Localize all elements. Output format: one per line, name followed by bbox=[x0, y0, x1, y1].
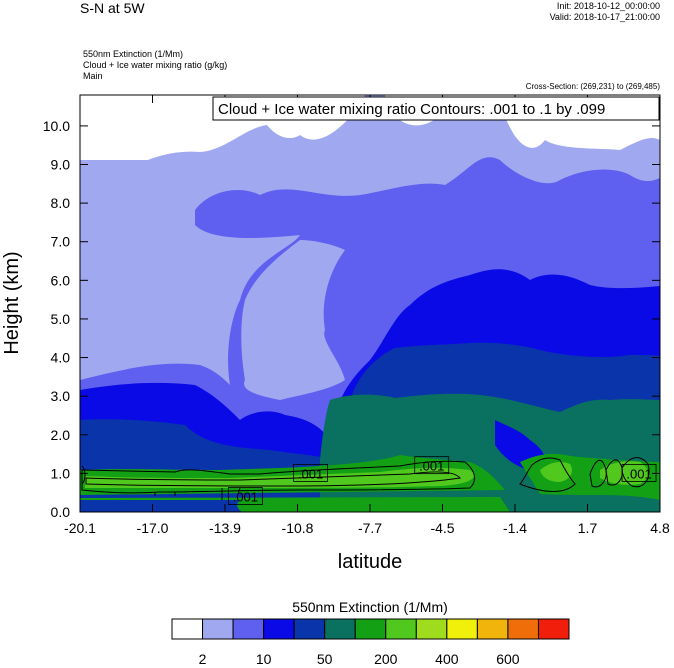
colorbar-swatch-2 bbox=[232, 618, 265, 640]
contour-label-text: .001 bbox=[626, 466, 651, 481]
x-tick-label: -7.7 bbox=[358, 520, 382, 536]
colorbar-swatch-8 bbox=[415, 618, 448, 640]
contour-line-3 bbox=[221, 487, 241, 500]
colorbar-swatch-7 bbox=[385, 618, 417, 640]
y-tick-label: 4.0 bbox=[51, 350, 71, 366]
y-tick-label: 7.0 bbox=[51, 234, 71, 250]
contour-label-text: .001 bbox=[419, 459, 444, 474]
colorbar-swatch-0 bbox=[171, 618, 204, 640]
contour-info-box: Cloud + Ice water mixing ratio Contours:… bbox=[212, 96, 660, 121]
contour-label-box bbox=[293, 463, 329, 482]
colorbar-swatch-12 bbox=[537, 618, 570, 640]
contour-label-0: .001 bbox=[227, 487, 263, 505]
contour-label-1: .001 bbox=[293, 463, 329, 482]
colorbar-swatch-6 bbox=[354, 618, 387, 640]
x-tick-label: -13.9 bbox=[209, 520, 241, 536]
colorbar-tick-label: 50 bbox=[317, 651, 333, 667]
contour-label-text: .001 bbox=[298, 466, 323, 481]
colorbar-tick-label: 10 bbox=[256, 651, 272, 667]
y-tick-label: 3.0 bbox=[51, 388, 71, 404]
init-time: Init: 2018-10-12_00:00:00 bbox=[556, 1, 660, 11]
y-tick-label: 0.0 bbox=[51, 504, 71, 520]
axes: -20.1 -17.0 -13.9 -10.8 -7.7 -4.5 -1.4 1.7 4.8 0.… bbox=[43, 95, 670, 536]
x-tick-label: -20.1 bbox=[64, 520, 96, 536]
extinction-band-18 bbox=[80, 500, 242, 512]
x-axis-label: latitude bbox=[338, 551, 403, 573]
y-tick-label: 8.0 bbox=[51, 195, 71, 211]
contour-line-0 bbox=[81, 460, 476, 494]
colorbar-swatch-5 bbox=[324, 618, 356, 640]
y-tick-label: 9.0 bbox=[51, 157, 71, 173]
contour-label-text: .001 bbox=[233, 490, 258, 505]
extinction-field bbox=[80, 95, 660, 512]
x-tick-label: 1.7 bbox=[578, 520, 598, 536]
cross-section-label: Cross-Section: (269,231) to (269,485) bbox=[525, 82, 660, 91]
contour-label-box bbox=[227, 487, 263, 505]
colorbar-swatch-4 bbox=[293, 618, 326, 640]
field-info: 550nm Extinction (1/Mm) Cloud + Ice wate… bbox=[83, 49, 227, 82]
colorbar-swatch-1 bbox=[202, 618, 234, 640]
colorbar-swatch-9 bbox=[446, 618, 478, 640]
contour-label-3: .001 bbox=[621, 463, 657, 482]
x-tick-label: -1.4 bbox=[503, 520, 527, 536]
contour-info-frame bbox=[212, 96, 660, 121]
contour-line-1 bbox=[85, 471, 461, 487]
colorbar-title: 550nm Extinction (1/Mm) bbox=[292, 599, 448, 615]
colorbar-tick-label: 600 bbox=[496, 651, 520, 667]
field-main: Main bbox=[83, 71, 103, 81]
valid-time: Valid: 2018-10-17_21:00:00 bbox=[549, 12, 660, 22]
y-tick-label: 1.0 bbox=[51, 465, 71, 481]
extinction-band-7 bbox=[290, 291, 303, 303]
contour-label-box bbox=[414, 456, 450, 475]
contour-line-2 bbox=[154, 492, 176, 496]
extinction-band-13 bbox=[85, 467, 474, 488]
colorbar-tick-label: 2 bbox=[199, 651, 207, 667]
y-tick-label: 10.0 bbox=[43, 118, 70, 134]
mixing-ratio-contours: .001 .001 .001 .001 bbox=[81, 456, 657, 505]
colorbar-swatch-10 bbox=[476, 618, 509, 640]
contour-label-2: .001 bbox=[414, 456, 450, 475]
x-tick-label: 4.8 bbox=[650, 520, 670, 536]
x-tick-label: -17.0 bbox=[137, 520, 169, 536]
plot-title: S-N at 5W bbox=[80, 0, 145, 16]
y-axis-label: Height (km) bbox=[1, 251, 23, 354]
contour-line-8 bbox=[81, 465, 86, 485]
contour-line-4 bbox=[519, 457, 576, 492]
y-tick-label: 2.0 bbox=[51, 427, 71, 443]
x-tick-label: -10.8 bbox=[282, 520, 314, 536]
run-times: Init: 2018-10-12_00:00:00 Valid: 2018-10… bbox=[550, 1, 660, 23]
colorbar-swatch-11 bbox=[507, 618, 539, 640]
x-tick-label: -4.5 bbox=[430, 520, 454, 536]
colorbar: 2 10 50 200 400 600 bbox=[171, 618, 570, 667]
extinction-band-6 bbox=[241, 240, 345, 400]
extinction-band-16 bbox=[600, 461, 649, 485]
colorbar-tick-label: 400 bbox=[435, 651, 459, 667]
y-tick-label: 5.0 bbox=[51, 311, 71, 327]
chart-title: Cloud + Ice water mixing ratio Contours:… bbox=[218, 101, 605, 118]
y-tick-label: 6.0 bbox=[51, 272, 71, 288]
colorbar-tick-label: 200 bbox=[374, 651, 398, 667]
field-extinction: 550nm Extinction (1/Mm) bbox=[83, 49, 184, 59]
colorbar-swatch-3 bbox=[263, 618, 295, 640]
field-mixing-ratio: Cloud + Ice water mixing ratio (g/kg) bbox=[83, 60, 228, 70]
